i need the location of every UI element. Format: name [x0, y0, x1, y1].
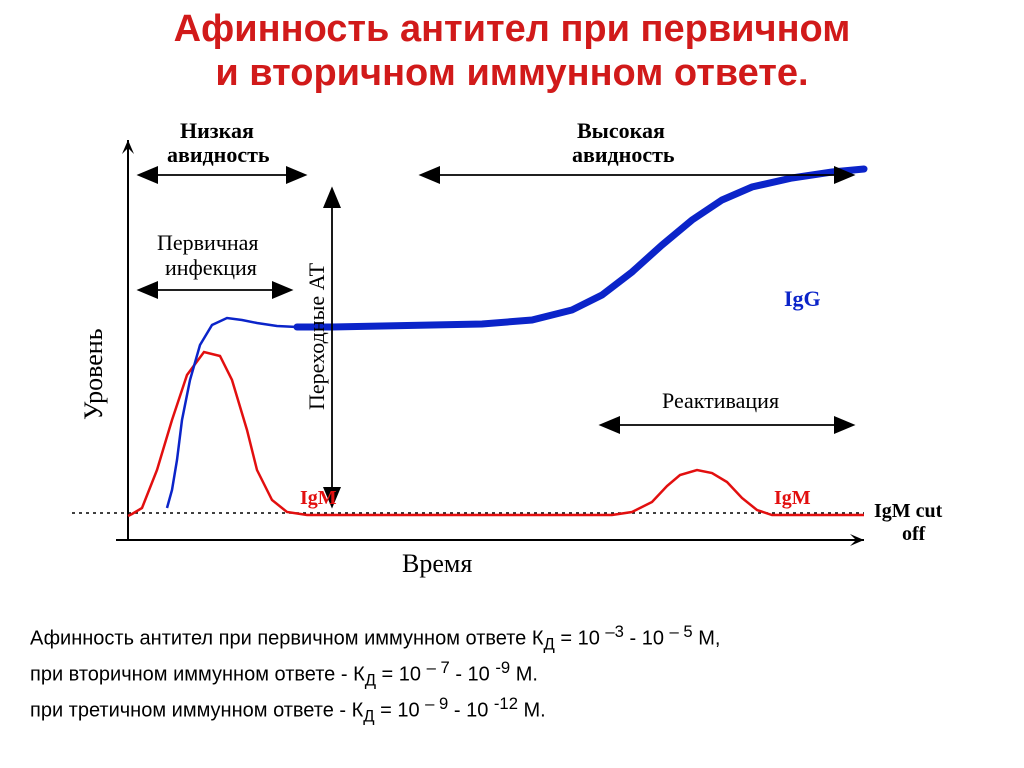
- high-avidity-label-1: Высокая: [577, 120, 665, 143]
- igg-label: IgG: [784, 286, 821, 311]
- f2s1: – 7: [427, 658, 450, 677]
- slide: Афинность антител при первичном и вторич…: [0, 0, 1024, 768]
- y-axis-label: Уровень: [79, 328, 108, 420]
- x-axis-label: Время: [402, 549, 472, 578]
- slide-title: Афинность антител при первичном и вторич…: [0, 8, 1024, 95]
- f1d: М,: [693, 628, 721, 650]
- chart: Уровень Время Низкая авидность Высокая а…: [32, 120, 992, 600]
- igm-label-2: IgM: [774, 487, 811, 509]
- f1s1: –3: [605, 622, 624, 641]
- f2b: = 10: [376, 664, 427, 686]
- low-avidity-label-1: Низкая: [180, 120, 254, 143]
- igm-curve: [128, 352, 864, 516]
- igm-cutoff-label-1: IgM cut: [874, 500, 943, 522]
- f2s2: -9: [495, 658, 510, 677]
- chart-svg: Уровень Время Низкая авидность Высокая а…: [32, 120, 992, 600]
- f3c: - 10: [448, 700, 494, 722]
- f3s2: -12: [494, 694, 518, 713]
- f3s1: – 9: [425, 694, 448, 713]
- f2a: при вторичном иммунном ответе - К: [30, 664, 365, 686]
- transitional-label: Переходные АТ: [304, 262, 329, 410]
- title-line1: Афинность антител при первичном: [174, 8, 851, 50]
- f2sub: Д: [365, 671, 376, 690]
- primary-infection-label-1: Первичная: [157, 230, 259, 255]
- igm-cutoff-label-2: off: [902, 523, 926, 545]
- f3b: = 10: [375, 700, 426, 722]
- f3d: М.: [518, 700, 546, 722]
- primary-infection-label-2: инфекция: [165, 255, 257, 280]
- footer-line-2: при вторичном иммунном ответе - КД = 10 …: [30, 656, 990, 692]
- footer-line-1: Афинность антител при первичном иммунном…: [30, 620, 990, 656]
- f1s2: – 5: [670, 622, 693, 641]
- f1a: Афинность антител при первичном иммунном…: [30, 628, 544, 650]
- igg-curve-main: [297, 169, 864, 327]
- f1sub: Д: [544, 635, 555, 654]
- f1b: = 10: [555, 628, 606, 650]
- f3sub: Д: [363, 707, 374, 726]
- footer-line-3: при третичном иммунном ответе - КД = 10 …: [30, 692, 990, 728]
- f1c: - 10: [624, 628, 670, 650]
- f2d: М.: [510, 664, 538, 686]
- footer-text: Афинность антител при первичном иммунном…: [30, 620, 990, 728]
- low-avidity-label-2: авидность: [167, 142, 270, 167]
- f3a: при третичном иммунном ответе - К: [30, 700, 363, 722]
- high-avidity-label-2: авидность: [572, 142, 675, 167]
- reactivation-label: Реактивация: [662, 388, 779, 413]
- f2c: - 10: [450, 664, 496, 686]
- igg-curve-rise: [167, 318, 297, 508]
- igm-label-1: IgM: [300, 487, 337, 509]
- title-line2: и вторичном иммунном ответе.: [215, 52, 808, 94]
